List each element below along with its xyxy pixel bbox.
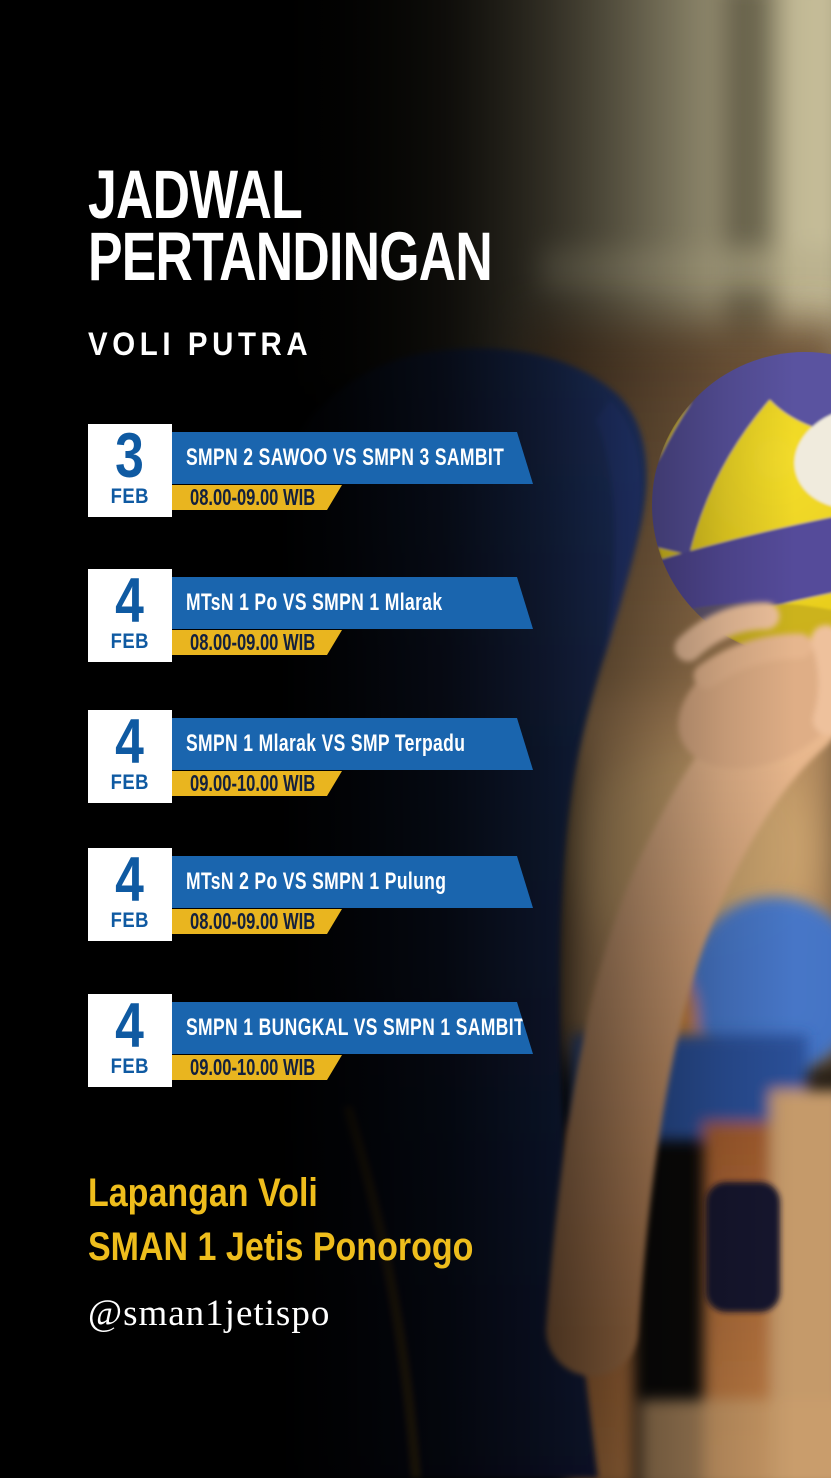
date-month: FEB [110,485,150,508]
date-month: FEB [110,1055,150,1078]
time-banner: 08.00-09.00 WIB [172,630,342,655]
schedule-row: SMPN 1 BUNGKAL VS SMPN 1 SAMBIT 09.00-10… [88,994,558,1089]
date-box: 3 FEB [88,424,172,517]
date-box: 4 FEB [88,994,172,1087]
match-banner: SMPN 2 SAWOO VS SMPN 3 SAMBIT [172,432,533,484]
schedule-row: MTsN 1 Po VS SMPN 1 Mlarak 08.00-09.00 W… [88,569,558,664]
time-banner: 08.00-09.00 WIB [172,485,342,510]
match-label: MTsN 1 Po VS SMPN 1 Mlarak [186,589,443,616]
time-label: 08.00-09.00 WIB [190,908,316,934]
title-line-1: JADWAL [88,156,303,233]
time-label: 09.00-10.00 WIB [190,770,316,796]
date-number: 4 [115,707,145,777]
match-banner: SMPN 1 Mlarak VS SMP Terpadu [172,718,533,770]
time-banner: 09.00-10.00 WIB [172,771,342,796]
poster-subtitle: VOLI PUTRA [88,326,313,362]
time-label: 08.00-09.00 WIB [190,484,316,510]
date-number: 4 [115,991,145,1061]
date-month: FEB [110,771,150,794]
social-handle: @sman1jetispo [88,1293,331,1334]
date-number: 3 [115,421,145,491]
schedule-row: MTsN 2 Po VS SMPN 1 Pulung 08.00-09.00 W… [88,848,558,943]
date-number: 4 [115,845,145,915]
date-box: 4 FEB [88,710,172,803]
date-month: FEB [110,909,150,932]
match-banner: MTsN 2 Po VS SMPN 1 Pulung [172,856,533,908]
match-banner: SMPN 1 BUNGKAL VS SMPN 1 SAMBIT [172,1002,533,1054]
date-box: 4 FEB [88,848,172,941]
venue-line-2: SMAN 1 Jetis Ponorogo [88,1225,474,1269]
time-label: 08.00-09.00 WIB [190,629,316,655]
date-month: FEB [110,630,150,653]
match-label: SMPN 1 Mlarak VS SMP Terpadu [186,730,466,757]
venue-text: Lapangan Voli SMAN 1 Jetis Ponorogo [88,1166,541,1274]
date-number: 4 [115,566,145,636]
time-label: 09.00-10.00 WIB [190,1054,316,1080]
poster-title: JADWAL PERTANDINGAN [88,156,627,295]
schedule-row: SMPN 1 Mlarak VS SMP Terpadu 09.00-10.00… [88,710,558,805]
match-label: SMPN 2 SAWOO VS SMPN 3 SAMBIT [186,444,505,471]
venue-line-1: Lapangan Voli [88,1171,318,1215]
time-banner: 09.00-10.00 WIB [172,1055,342,1080]
title-line-2: PERTANDINGAN [88,218,493,295]
match-banner: MTsN 1 Po VS SMPN 1 Mlarak [172,577,533,629]
match-label: SMPN 1 BUNGKAL VS SMPN 1 SAMBIT [186,1014,526,1041]
schedule-row: SMPN 2 SAWOO VS SMPN 3 SAMBIT 08.00-09.0… [88,424,558,519]
time-banner: 08.00-09.00 WIB [172,909,342,934]
date-box: 4 FEB [88,569,172,662]
match-label: MTsN 2 Po VS SMPN 1 Pulung [186,868,447,895]
